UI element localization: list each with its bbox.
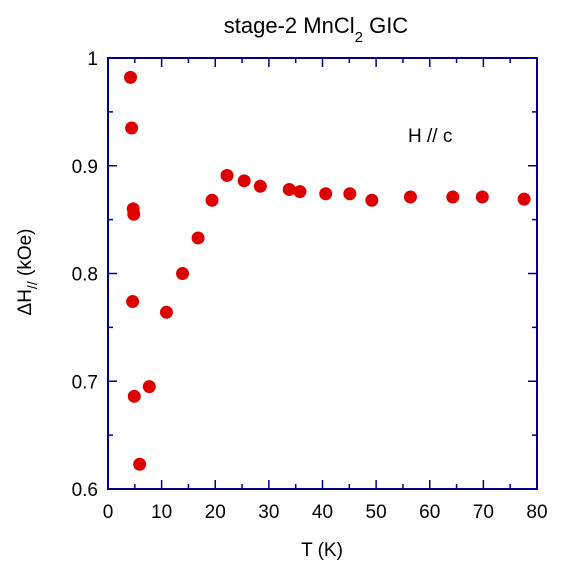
- x-tick-label: 60: [419, 502, 440, 523]
- chart-title-subscript: 2: [355, 29, 363, 46]
- y-axis-label-subscript: //: [24, 281, 40, 289]
- points-layer: [124, 70, 531, 471]
- data-point: [191, 231, 205, 245]
- data-point: [127, 389, 141, 403]
- data-point: [159, 305, 173, 319]
- annotation-field-direction: H // c: [408, 126, 452, 147]
- y-tick-label: 0.8: [72, 265, 98, 286]
- data-point: [253, 179, 267, 193]
- data-point: [125, 121, 139, 135]
- data-point: [517, 192, 531, 206]
- y-axis-label: ΔH// (kOe): [15, 229, 40, 316]
- chart-title: stage-2 MnCl2 GIC: [224, 13, 409, 46]
- x-tick-label: 0: [103, 502, 114, 523]
- data-point: [124, 70, 138, 84]
- chart-title-suffix: GIC: [363, 13, 408, 38]
- data-point: [343, 187, 357, 201]
- tick-labels-layer: 0 10 20 30 40 50 60 70 80 0.6 0.7 0.8 0.9 1: [72, 49, 548, 523]
- data-point: [127, 207, 141, 221]
- y-axis-label-suffix: (kOe): [15, 229, 36, 282]
- y-tick-label: 0.7: [72, 372, 98, 393]
- x-tick-label: 20: [205, 502, 226, 523]
- x-tick-label: 80: [526, 502, 547, 523]
- y-tick-label: 0.6: [72, 480, 98, 501]
- data-point: [176, 267, 190, 280]
- y-axis-label-main: ΔH: [15, 289, 36, 315]
- data-point: [403, 190, 417, 204]
- data-point: [220, 168, 234, 182]
- x-axis-label: T (K): [301, 540, 343, 561]
- plot-frame: [107, 57, 538, 490]
- chart-title-main: stage-2 MnCl: [224, 13, 355, 38]
- x-tick-label: 50: [366, 502, 387, 523]
- x-tick-label: 70: [473, 502, 494, 523]
- data-point: [133, 457, 147, 471]
- data-point: [319, 187, 333, 201]
- data-point: [293, 185, 307, 199]
- data-point: [126, 295, 140, 309]
- data-point: [205, 193, 219, 207]
- data-point: [282, 182, 296, 196]
- x-tick-label: 40: [312, 502, 333, 523]
- data-point: [475, 190, 489, 204]
- y-tick-label: 0.9: [72, 157, 98, 178]
- data-point: [365, 193, 379, 207]
- data-point: [446, 190, 460, 204]
- data-point: [237, 174, 251, 188]
- ticks-layer: [107, 57, 538, 490]
- y-tick-label: 1: [87, 49, 98, 70]
- x-tick-label: 30: [258, 502, 279, 523]
- x-tick-label: 10: [151, 502, 172, 523]
- data-point: [142, 380, 156, 394]
